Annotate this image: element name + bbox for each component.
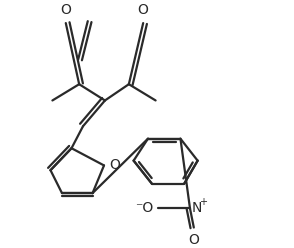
Text: +: + bbox=[198, 197, 207, 207]
Text: ⁻O: ⁻O bbox=[136, 201, 154, 216]
Text: N: N bbox=[192, 201, 202, 216]
Text: O: O bbox=[188, 233, 199, 247]
Text: O: O bbox=[138, 3, 148, 17]
Text: O: O bbox=[60, 3, 71, 17]
Text: O: O bbox=[110, 158, 121, 172]
